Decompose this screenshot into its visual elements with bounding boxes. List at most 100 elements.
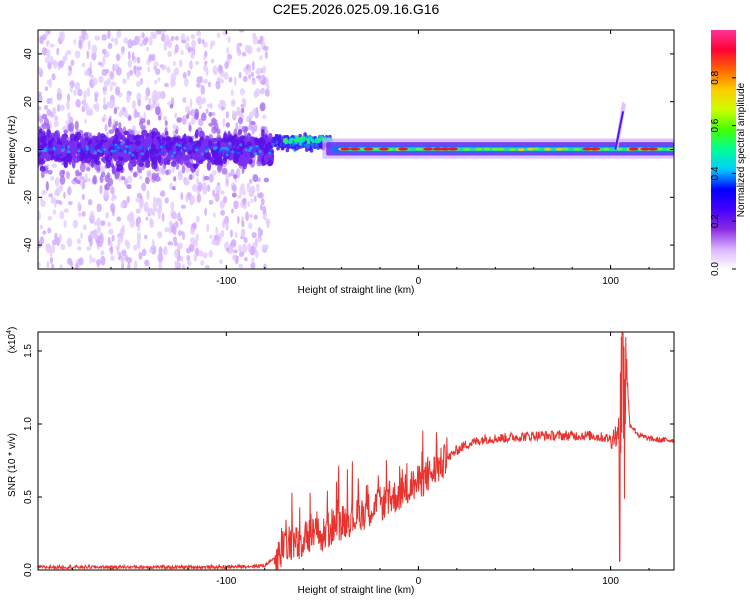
spectrogram-band-blob (218, 160, 224, 166)
spectrogram-noise-blob (258, 88, 265, 95)
spectrogram-noise-blob (46, 109, 52, 116)
spectrogram-noise-blob (224, 61, 229, 69)
spectrogram-band-blob (73, 135, 78, 142)
spectrogram-noise-blob (120, 201, 125, 209)
spectrogram-band-blob (120, 142, 124, 146)
spectrogram-band-blob (252, 147, 256, 151)
colorbar-tick-label: 0.0 (710, 262, 721, 276)
spectrogram-noise-blob (127, 262, 131, 269)
spectrogram-noise-blob (114, 37, 119, 46)
spectrogram-noise-blob (181, 263, 186, 269)
spectrogram-noise-blob (255, 106, 259, 114)
spectrogram-noise-blob (39, 36, 44, 45)
spectrogram-band-blob (39, 165, 46, 172)
spectrogram-noise-blob (172, 236, 178, 243)
spectrogram-noise-blob (59, 210, 65, 220)
spectrogram-noise-blob (59, 264, 63, 269)
spectrogram-band-blob (217, 150, 221, 154)
spectrogram-band-blob (253, 137, 259, 143)
spectrogram-noise-blob (86, 50, 90, 60)
tone-cell (602, 147, 610, 151)
spectrogram-band-blob (135, 139, 141, 147)
spectrogram-noise-blob (259, 55, 263, 60)
spectrogram-noise-blob (263, 177, 270, 183)
spectrogram-noise-blob (133, 260, 138, 269)
spectrogram-noise-blob (252, 174, 259, 183)
spectrogram-noise-blob (251, 60, 255, 71)
spectrogram-band-blob (131, 153, 135, 157)
spectrogram-band-blob (240, 157, 247, 168)
tone-cell (526, 147, 534, 151)
spectrogram-noise-blob (212, 170, 217, 176)
spectrogram-band-blob (237, 128, 243, 136)
spectrogram-noise-blob (264, 50, 268, 59)
spectrogram-noise-blob (250, 71, 254, 78)
snr-scale-base: (x10 (7, 333, 18, 353)
spectrogram-noise-blob (77, 88, 83, 97)
spectrogram-band-blob (99, 150, 103, 154)
spectrogram-noise-blob (190, 33, 196, 40)
spectrogram-band-blob (97, 149, 101, 153)
spectrogram-noise-blob (101, 48, 107, 55)
spectrogram-noise-blob (45, 243, 51, 248)
spectrogram-band-blob (43, 135, 48, 142)
spectrogram-band-blob (155, 141, 160, 152)
spectrogram-noise-blob (247, 201, 251, 207)
spectrogram-noise-blob (185, 195, 189, 203)
spectrogram-noise-blob (261, 244, 266, 253)
spectrogram-noise-blob (144, 234, 148, 240)
spectrogram-noise-blob (218, 64, 223, 71)
spectrogram-noise-blob (122, 106, 126, 112)
spectrogram-band-blob (183, 146, 187, 150)
spectrogram-noise-blob (74, 120, 79, 131)
spectrogram-transition-blob (278, 139, 282, 144)
spectrogram-noise-blob (161, 64, 167, 71)
spectrogram-noise-blob (96, 259, 101, 266)
spectrogram-band-blob (84, 151, 88, 155)
figure-title: C2E5.2026.025.09.16.G16 (273, 1, 440, 17)
spectrogram-noise-blob (191, 39, 196, 50)
spectrogram-noise-blob (151, 238, 155, 249)
spectrogram-band-blob (60, 145, 64, 149)
spectrogram-band-blob (66, 145, 70, 149)
colorbar: 0.0 0.2 0.4 0.6 0.8 Normalized spectral ampl… (710, 30, 747, 276)
spectrogram-noise-blob (188, 61, 193, 69)
spectrogram-noise-blob (260, 228, 263, 237)
spectrogram-noise-blob (203, 55, 206, 61)
spectrogram-noise-blob (184, 180, 190, 186)
spectrogram-noise-blob (81, 30, 87, 37)
tone-peak-cell (398, 147, 409, 151)
colorbar-ticks: 0.0 0.2 0.4 0.6 0.8 (710, 70, 736, 276)
spectrogram-noise-blob (78, 39, 82, 49)
spectrogram-noise-blob (137, 98, 142, 107)
spectrogram-band-blob (77, 149, 81, 153)
spectrogram-noise-blob (94, 35, 101, 41)
spectrogram-noise-blob (194, 108, 200, 118)
spectrogram-noise-blob (211, 118, 217, 126)
spectrogram-noise-blob (74, 50, 81, 59)
spectrogram-noise-blob (242, 204, 247, 210)
spectrogram-transition-blob (315, 137, 319, 142)
spectrogram-transition-blob (276, 146, 280, 151)
spectrogram-noise-blob (256, 39, 262, 45)
spectrogram-noise-blob (110, 255, 115, 262)
snr-plot-area (38, 332, 674, 570)
spectrogram-noise-blob (232, 174, 238, 179)
spectrogram-noise-blob (145, 87, 151, 97)
spectrogram-noise-blob (50, 176, 55, 181)
spectrogram-noise-blob (46, 49, 51, 59)
spectrogram-noise-blob (237, 170, 241, 177)
spectrogram-noise-blob (257, 227, 261, 233)
spectrogram-noise-blob (219, 259, 223, 265)
spectrogram-noise-blob (186, 114, 190, 119)
spectrogram-noise-blob (102, 220, 106, 226)
spectrogram-noise-blob (200, 260, 205, 266)
spectrogram-noise-blob (56, 88, 62, 94)
spectrogram-noise-blob (140, 77, 143, 85)
spectrogram-band-blob (151, 155, 158, 166)
spectrogram-band-blob (246, 132, 252, 143)
spectrogram-noise-blob (208, 199, 214, 205)
spectrogram-band-blob (151, 147, 155, 157)
spectrogram-noise-blob (126, 256, 133, 264)
spectrogram-noise-blob (249, 186, 255, 196)
